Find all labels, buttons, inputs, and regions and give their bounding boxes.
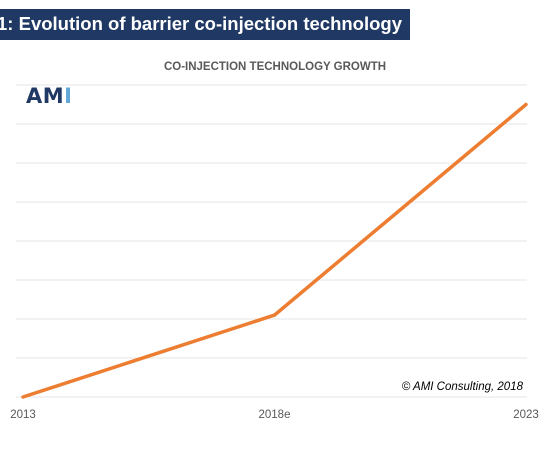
x-axis-ticks: 2013 2018e 2023 [10,409,539,421]
x-tick-label: 2018e [259,409,291,421]
logo-am: AM [26,84,65,108]
x-tick-label: 2023 [513,409,539,421]
ami-logo: AMI [26,84,72,108]
x-tick-label: 2013 [10,409,36,421]
copyright-note: © AMI Consulting, 2018 [402,381,524,393]
series-line [21,102,528,399]
series-layer [21,102,528,399]
chart-title: CO-INJECTION TECHNOLOGY GROWTH [164,61,386,73]
figure-caption-banner: re 1: Evolution of barrier co-injection … [0,9,410,40]
figure-caption: re 1: Evolution of barrier co-injection … [0,13,402,34]
gridlines [16,84,527,398]
logo-i: I [64,84,73,108]
